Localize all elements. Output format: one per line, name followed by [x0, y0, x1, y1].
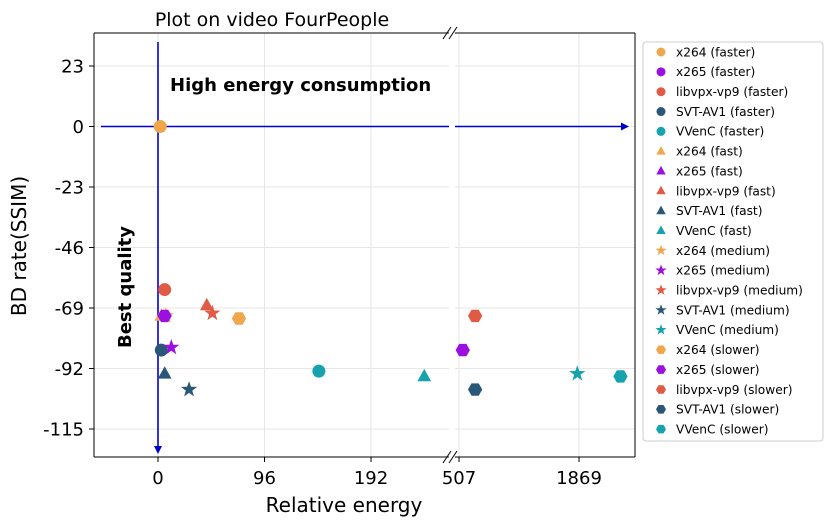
legend-marker — [656, 67, 666, 77]
legend-label: SVT-AV1 (slower) — [676, 403, 779, 417]
grid-lines — [94, 33, 635, 457]
x-tick-label: 192 — [354, 468, 388, 489]
legend-label: VVenC (faster) — [676, 125, 764, 139]
legend-marker — [656, 205, 666, 215]
data-point — [204, 304, 221, 321]
legend-label: SVT-AV1 (faster) — [676, 105, 775, 119]
y-tick-label: 0 — [73, 117, 84, 138]
legend-marker — [656, 146, 666, 155]
y-tick-label: -92 — [55, 359, 84, 380]
legend-label: x264 (fast) — [676, 145, 743, 159]
legend-marker — [656, 365, 666, 374]
legend-label: SVT-AV1 (medium) — [676, 303, 790, 317]
axis-break-mark — [442, 26, 452, 40]
data-point — [200, 297, 214, 311]
y-tick-label: -23 — [55, 178, 84, 199]
legend-marker — [656, 405, 666, 414]
annotation-high-energy: High energy consumption — [170, 75, 431, 96]
data-point — [157, 309, 172, 323]
y-tick-label: 23 — [61, 57, 84, 78]
legend-label: libvpx-vp9 (medium) — [676, 284, 803, 298]
legend-marker — [656, 225, 666, 234]
legend-label: x265 (slower) — [676, 363, 760, 377]
legend-marker — [655, 244, 667, 256]
x-tick-label: 96 — [253, 468, 276, 489]
axes — [93, 26, 636, 464]
legend-marker — [656, 345, 666, 354]
legend-label: SVT-AV1 (fast) — [676, 204, 762, 218]
legend-label: VVenC (slower) — [676, 422, 769, 436]
data-point — [181, 381, 198, 397]
y-tick-label: -69 — [55, 299, 84, 320]
legend: x264 (faster) x265 (faster) libvpx-vp9 (fa… — [642, 41, 824, 442]
legend-marker — [655, 284, 667, 295]
data-point — [455, 343, 470, 357]
data-point — [158, 283, 172, 297]
legend-label: libvpx-vp9 (faster) — [676, 85, 788, 99]
legend-marker — [656, 47, 666, 57]
legend-marker — [656, 165, 666, 175]
legend-marker — [656, 385, 666, 394]
y-axis-label: BD rate(SSIM) — [7, 176, 31, 316]
legend-entries: x264 (faster) x265 (faster) libvpx-vp9 (fa… — [655, 45, 803, 436]
legend-label: x265 (faster) — [676, 65, 755, 79]
legend-marker — [656, 87, 666, 97]
legend-marker — [656, 107, 666, 117]
data-point — [468, 383, 483, 396]
x-tick-label: 507 — [442, 468, 476, 489]
axis-break-mark — [442, 450, 452, 464]
legend-label: libvpx-vp9 (fast) — [676, 184, 776, 198]
data-point — [231, 312, 247, 325]
legend-label: x265 (medium) — [676, 264, 770, 278]
data-point — [613, 370, 628, 383]
legend-label: VVenC (medium) — [676, 323, 779, 337]
y-tick-label: -115 — [43, 420, 84, 441]
axis-break-mark — [448, 26, 458, 40]
data-point — [154, 343, 168, 357]
legend-marker — [656, 424, 666, 434]
chart-title: Plot on video FourPeople — [155, 9, 389, 31]
legend-label: x264 (faster) — [676, 45, 755, 59]
tick-labels: 23 0 -23 -46 -69 -92 -115 0 96 192 507 1869 — [43, 57, 602, 490]
direction-arrows — [101, 42, 629, 454]
legend-marker — [656, 185, 666, 195]
x-axis-label: Relative energy — [266, 493, 423, 517]
legend-marker — [655, 304, 667, 315]
legend-marker — [656, 126, 666, 136]
legend-marker — [655, 264, 667, 276]
annotation-best-quality: Best quality — [115, 226, 136, 348]
legend-frame — [642, 41, 824, 442]
x-tick-label: 1869 — [556, 468, 602, 489]
data-point — [163, 339, 180, 355]
data-point — [417, 368, 432, 382]
data-point — [157, 366, 172, 379]
axis-break-mark — [448, 450, 458, 464]
legend-label: x264 (medium) — [676, 244, 770, 258]
data-point — [468, 309, 483, 323]
legend-label: libvpx-vp9 (slower) — [676, 383, 793, 397]
arrow-break-gap — [449, 123, 455, 130]
legend-marker — [655, 324, 667, 335]
y-tick-label: -46 — [55, 238, 84, 259]
data-point — [153, 120, 167, 133]
data-points — [153, 120, 628, 397]
legend-label: x264 (slower) — [676, 343, 760, 357]
data-point — [569, 365, 586, 381]
data-point — [312, 364, 326, 378]
legend-label: x265 (fast) — [676, 164, 743, 178]
x-tick-label: 0 — [152, 468, 163, 489]
legend-label: VVenC (fast) — [676, 224, 752, 238]
